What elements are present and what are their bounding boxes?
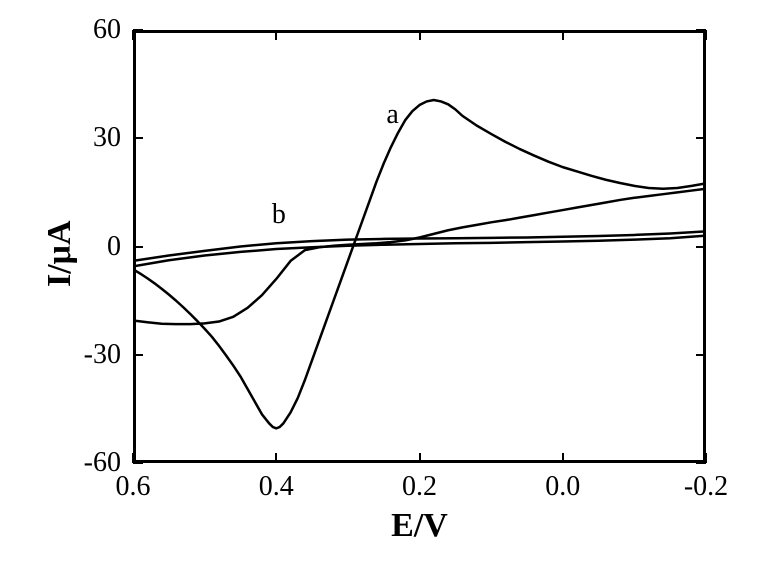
cv-figure: E/V I/μA 0.60.40.20.0-0.2-60-3003060ab [0,0,769,576]
x-tick-top [419,30,421,40]
y-tick-right [696,137,706,139]
x-axis-label: E/V [391,507,448,545]
x-tick-label: 0.4 [259,471,294,503]
y-axis-label: I/μA [41,220,79,287]
y-tick-label: 0 [107,231,121,263]
y-tick-label: -60 [84,447,121,479]
y-tick-right [696,246,706,248]
label-b: b [272,199,286,231]
x-tick-top [562,30,564,40]
y-tick [133,246,143,248]
y-tick-right [696,354,706,356]
x-tick [419,453,421,463]
y-tick-label: 30 [93,122,121,154]
x-tick-label: -0.2 [684,471,728,503]
y-tick [133,462,143,464]
x-tick [275,453,277,463]
y-tick-label: 60 [93,14,121,46]
x-tick [562,453,564,463]
x-tick-label: 0.2 [402,471,437,503]
y-tick [133,29,143,31]
y-tick [133,137,143,139]
x-tick-top [132,30,134,40]
y-tick [133,354,143,356]
y-tick-right [696,462,706,464]
curve-a [133,100,706,428]
x-tick-label: 0.0 [545,471,580,503]
label-a: a [386,99,398,131]
x-tick-top [275,30,277,40]
y-tick-right [696,29,706,31]
y-tick-label: -30 [84,339,121,371]
x-tick-top [705,30,707,40]
